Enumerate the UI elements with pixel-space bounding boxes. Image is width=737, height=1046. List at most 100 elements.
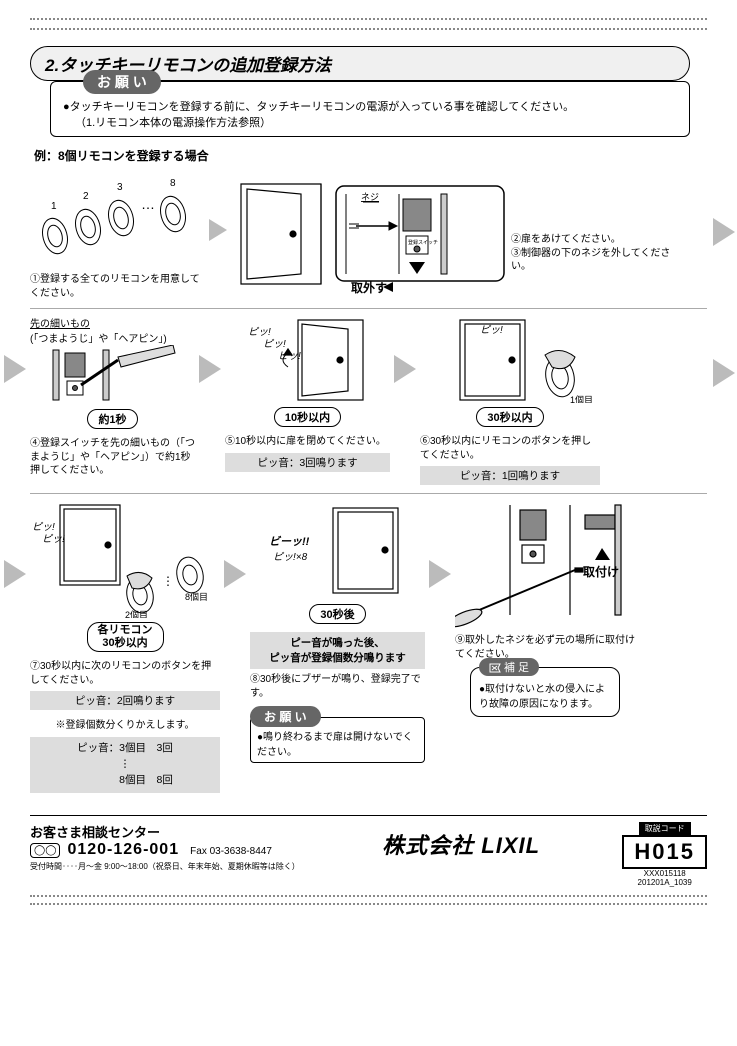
step9-caption: ⑨取外したネジを必ず元の場所に取付けてください。 (455, 634, 635, 661)
tag-10sec: 10秒以内 (274, 407, 341, 427)
supplement-box: 補 足 ●取付けないと水の侵入により故障の原因になります。 (470, 667, 620, 717)
step-6: ピッ! 1個目 30秒以内 ⑥30秒以内にリモコンのボタンを押してください。 ピ… (420, 315, 600, 485)
footer-left: お客さま相談センター ◯◯ 0120-126-001 Fax 03-3638-8… (30, 822, 300, 872)
step8-req-pill: お 願 い (250, 706, 321, 727)
tel: 0120-126-001 (67, 841, 179, 858)
step7-sub: ※登録個数分くりかえします。 (56, 716, 195, 731)
company-name: 株式会社 LIXIL (382, 828, 540, 860)
dotted-divider-top (30, 18, 707, 20)
tool-sub: (「つまようじ」や「ヘアピン」) (30, 334, 167, 345)
door-controller-illustration: 登録スイッチ ネジ 制御器 取外す (231, 174, 511, 294)
svg-text:3: 3 (117, 182, 123, 193)
fax: Fax 03-3638-8447 (190, 846, 272, 857)
svg-text:2個目: 2個目 (125, 609, 148, 618)
row-2: 先の細いもの (「つまようじ」や「ヘアピン」) 約1秒 ④登録スイッチを先の細い… (30, 308, 707, 493)
svg-text:登録スイッチ: 登録スイッチ (408, 239, 438, 246)
step-9: 制御器 取付け ⑨取外したネジを必ず元の場所に取付けてください。 補 足 ●取付… (455, 500, 635, 717)
step1-caption: ①登録する全てのリモコンを用意してください。 (30, 273, 205, 300)
svg-text:2: 2 (83, 191, 89, 202)
step7-beep: ピッ音：2回鳴ります (30, 691, 220, 710)
step-5: ピッ! ピッ! ピッ! 10秒以内 ⑤10秒以内に扉を閉めてください。 ピッ音：… (225, 315, 390, 472)
repeat-remotes-illustration: ピッ! ピッ! ⋮ 2個目 8個目 (30, 500, 220, 618)
remove-label: 取外す (351, 280, 387, 294)
svg-text:ピッ!: ピッ! (248, 326, 271, 338)
step-8: ビーッ!! ピッ!×8 30秒後 ピー音が鳴った後、 ピッ音が登録個数分鳴ります… (250, 500, 425, 763)
screw-label: ネジ (361, 192, 379, 202)
step4-caption: ④登録スイッチを先の細いもの（「つまようじ」や「ヘアピン」）で約1秒押してくださ… (30, 437, 195, 478)
svg-text:…: … (141, 196, 155, 212)
arrow-icon (713, 359, 735, 387)
svg-text:取付け: 取付け (583, 564, 619, 579)
step7-beep-list: ピッ音：3個目 3回 ⋮ 8個目 8回 (30, 737, 220, 792)
cs-title: お客さま相談センター (30, 822, 300, 841)
svg-text:ピッ!: ピッ! (42, 533, 65, 545)
svg-text:8個目: 8個目 (185, 591, 208, 602)
step3-caption1: ②扉をあけてください。 (511, 233, 671, 247)
arrow-icon (4, 355, 26, 383)
code-box: H015 (622, 835, 707, 869)
dotted-divider-bottom (30, 895, 707, 897)
tag-1sec: 約1秒 (87, 409, 137, 429)
step-4: 先の細いもの (「つまようじ」や「ヘアピン」) 約1秒 ④登録スイッチを先の細い… (30, 315, 195, 478)
arrow-icon (713, 218, 735, 246)
code-area: 取説コード H015 XXX015118 201201A_1039 (622, 822, 707, 887)
hours: 受付時間‥‥月～金 9:00～18:00（祝祭日、年末年始、夏期休暇等は除く） (30, 861, 300, 872)
footer: お客さま相談センター ◯◯ 0120-126-001 Fax 03-3638-8… (30, 815, 707, 887)
svg-text:⋮: ⋮ (162, 574, 174, 588)
reattach-screw-illustration: 制御器 取付け (455, 500, 635, 630)
tool-label: 先の細いもの (30, 319, 90, 330)
svg-text:ピッ!: ピッ! (263, 338, 286, 350)
arrow-icon (224, 560, 246, 588)
arrow-icon (429, 560, 451, 588)
supplement-text: ●取付けないと水の侵入により故障の原因になります。 (479, 680, 611, 710)
svg-text:1個目: 1個目 (570, 394, 593, 403)
step-1: 1 2 3 8 … ①登録する全てのリモコンを用意してください。 (30, 174, 205, 300)
example-label: 例：8個リモコンを登録する場合 (34, 147, 707, 164)
arrow-icon (394, 355, 416, 383)
request-text: ●タッチキーリモコンを登録する前に、タッチキーリモコンの電源が入っている事を確認… (63, 98, 677, 114)
step3-caption2: ③制御器の下のネジを外してください。 (511, 247, 671, 274)
xxx: XXX015118 (622, 869, 707, 878)
tag-30sec-after: 30秒後 (309, 604, 365, 624)
request-box: お 願 い ●タッチキーリモコンを登録する前に、タッチキーリモコンの電源が入って… (50, 81, 690, 137)
arrow-icon (199, 355, 221, 383)
arrow-icon (4, 560, 26, 588)
press-remote-illustration: ピッ! 1個目 (420, 315, 600, 403)
row-1: 1 2 3 8 … ①登録する全てのリモコンを用意してください。 (30, 168, 707, 308)
svg-text:制御器: 制御器 (587, 504, 614, 515)
dotted-divider-bottom2 (30, 903, 707, 905)
step8-bold: ピー音が鳴った後、 ピッ音が登録個数分鳴ります (250, 632, 425, 669)
step7-caption: ⑦30秒以内に次のリモコンのボタンを押してください。 (30, 660, 220, 687)
request-pill: お 願 い (83, 70, 161, 94)
tag-each-30sec: 各リモコン30秒以内 (87, 622, 164, 652)
tag-30sec: 30秒以内 (476, 407, 543, 427)
close-door-illustration: ピッ! ピッ! ピッ! (238, 315, 378, 403)
svg-text:ピッ!: ピッ! (278, 350, 301, 362)
svg-text:ピッ!: ピッ! (32, 521, 55, 533)
svg-text:8: 8 (170, 178, 176, 189)
step8-caption: ⑧30秒後にブザーが鳴り、登録完了です。 (250, 673, 425, 700)
step-7: ピッ! ピッ! ⋮ 2個目 8個目 各リモコン30秒以内 ⑦30秒以内に次のリモ… (30, 500, 220, 793)
supplement-pill: 補 足 (479, 658, 539, 676)
step5-beep: ピッ音：3回鳴ります (225, 453, 390, 472)
remotes-illustration: 1 2 3 8 … (33, 174, 203, 269)
svg-text:ピッ!×8: ピッ!×8 (273, 551, 308, 563)
freecall-icon: ◯◯ (30, 843, 60, 858)
svg-text:ビーッ!!: ビーッ!! (269, 535, 310, 548)
step6-beep: ピッ音：1回鳴ります (420, 466, 600, 485)
code-label: 取説コード (639, 822, 691, 835)
step5-caption: ⑤10秒以内に扉を閉めてください。 (225, 435, 390, 449)
arrow-icon (209, 219, 227, 241)
step-3: ②扉をあけてください。 ③制御器の下のネジを外してください。 (511, 174, 671, 274)
dotted-divider-top2 (30, 28, 707, 30)
buzzer-door-illustration: ビーッ!! ピッ!×8 (263, 500, 413, 600)
press-switch-illustration (43, 345, 183, 405)
row-3: ピッ! ピッ! ⋮ 2個目 8個目 各リモコン30秒以内 ⑦30秒以内に次のリモ… (30, 493, 707, 801)
step-2: 登録スイッチ ネジ 制御器 取外す (231, 174, 511, 294)
request-sub: （1.リモコン本体の電源操作方法参照） (75, 114, 677, 130)
svg-text:ピッ!: ピッ! (480, 324, 503, 336)
rev: 201201A_1039 (622, 878, 707, 887)
step6-caption: ⑥30秒以内にリモコンのボタンを押してください。 (420, 435, 600, 462)
controller-label: 制御器 (406, 187, 433, 198)
svg-text:1: 1 (51, 201, 57, 212)
